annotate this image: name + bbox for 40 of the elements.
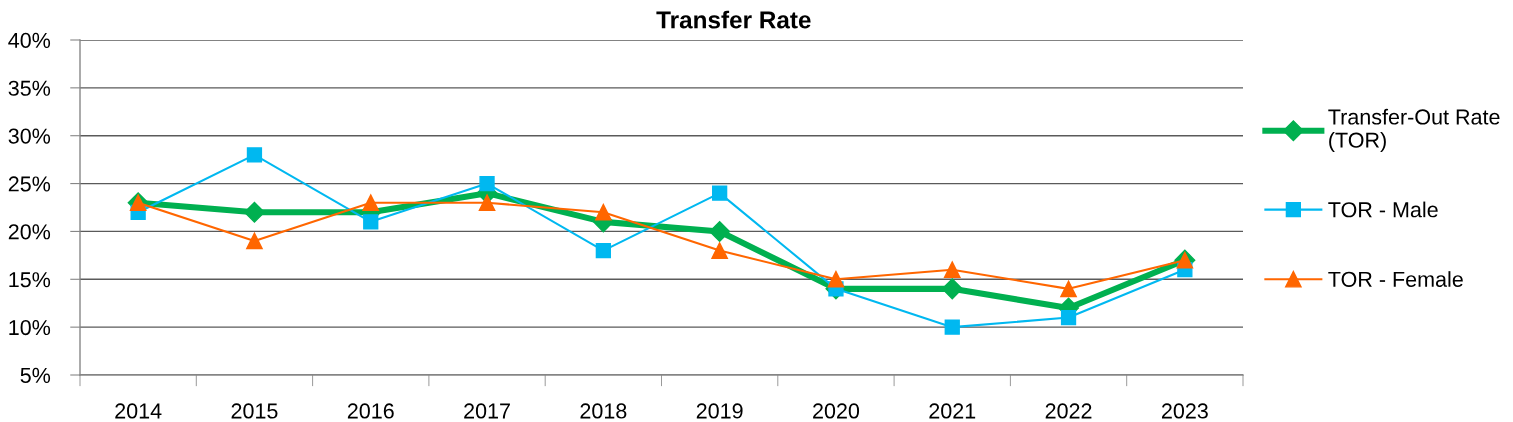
point [595, 242, 611, 259]
x-tick-label: 2021 [929, 403, 976, 419]
x-tick-label: 2015 [231, 403, 278, 419]
point [246, 232, 263, 250]
y-tick-label: 40% [8, 32, 51, 49]
point [246, 147, 263, 163]
x-tick-label: 2016 [347, 403, 394, 419]
legend-label: TOR - Male [1328, 201, 1438, 218]
y-tick-label: 15% [9, 272, 51, 288]
point [941, 278, 963, 300]
point [827, 270, 845, 288]
x-tick-label: 2014 [115, 403, 162, 419]
point [711, 242, 728, 259]
y-tick-label: 20% [8, 224, 51, 240]
y-tick-label: 10% [9, 319, 51, 336]
point [1060, 309, 1077, 326]
x-tick-label: 2017 [464, 403, 510, 419]
x-tick-label: 2022 [1045, 403, 1092, 419]
point [363, 214, 379, 230]
point [943, 261, 961, 279]
point [1060, 280, 1077, 298]
x-tick-label: 2020 [813, 403, 860, 419]
chart-title: Transfer Rate [656, 10, 811, 29]
y-tick-label: 35% [8, 80, 51, 96]
point [478, 194, 496, 212]
point [479, 175, 495, 192]
legend-label: Transfer-Out Rate (TOR) [1328, 108, 1500, 153]
x-tick-label: 2023 [1161, 403, 1208, 419]
y-tick-label: 25% [8, 176, 51, 192]
point [712, 185, 728, 201]
point [362, 194, 380, 212]
point [243, 201, 265, 223]
x-tick-label: 2019 [696, 403, 743, 419]
point [595, 203, 612, 221]
point [944, 319, 960, 335]
point [709, 220, 731, 242]
x-tick-label: 2018 [580, 403, 627, 419]
y-tick-label: 5% [20, 367, 51, 384]
legend-label: TOR - Female [1328, 271, 1463, 287]
y-tick-label: 30% [8, 128, 51, 144]
